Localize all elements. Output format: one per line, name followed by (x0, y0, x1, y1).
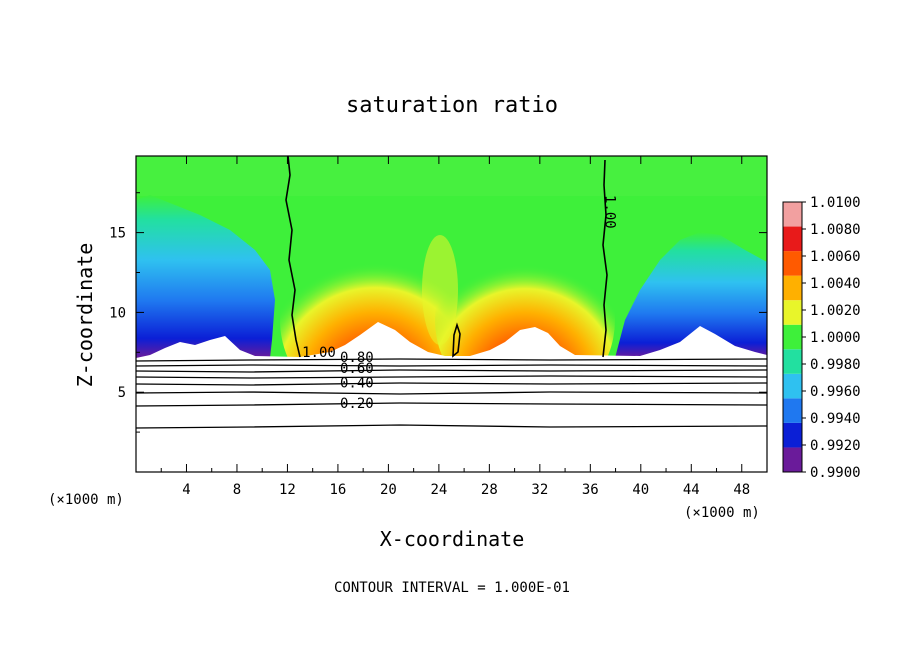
x-tick-label: 44 (683, 482, 700, 498)
colorbar-label: 0.9920 (810, 438, 861, 454)
cool-region-left (136, 195, 275, 358)
colorbar-band (783, 275, 802, 301)
y-tick-label: 15 (109, 226, 126, 242)
y-tick-label: 10 (109, 305, 126, 321)
colorbar-band (783, 226, 802, 252)
y-tick-label: 5 (118, 385, 126, 401)
contour-1.00-right (602, 159, 608, 358)
colorbar-label: 1.0040 (810, 276, 861, 292)
contour-label: 0.40 (340, 375, 374, 391)
colorbar-label: 1.0020 (810, 303, 861, 319)
colorbar-band (783, 251, 802, 276)
colorbar-label: 0.9940 (810, 411, 861, 427)
heatmap-field (136, 156, 767, 472)
x-axis: 4 8 12 16 20 24 28 32 36 40 44 48 (160, 156, 750, 498)
field-upper-band (136, 156, 767, 196)
x-tick-label: 12 (279, 482, 296, 498)
x-tick-label: 40 (632, 482, 649, 498)
colorbar-band (783, 422, 802, 448)
x-unit-left: (×1000 m) (48, 492, 124, 508)
colorbar-band (783, 373, 802, 399)
x-tick-label: 8 (233, 482, 241, 498)
colorbar-label: 0.9900 (810, 465, 861, 481)
x-tick-label: 20 (380, 482, 397, 498)
colorbar-label: 1.0100 (810, 195, 861, 211)
y-axis: 5 10 15 (109, 192, 767, 433)
colorbar-band (783, 202, 802, 227)
cool-region-right (615, 232, 767, 358)
colorbar-band (783, 398, 802, 423)
colorbar-band (783, 300, 802, 325)
contour-label: 1.00 (601, 195, 617, 229)
colorbar-label: 0.9980 (810, 357, 861, 373)
colorbar-label: 1.0000 (810, 330, 861, 346)
warm-plume-center (422, 235, 458, 345)
x-tick-label: 28 (481, 482, 498, 498)
plot-frame (135, 155, 768, 473)
x-tick-label: 4 (182, 482, 190, 498)
x-tick-label: 36 (582, 482, 599, 498)
y-axis-label: Z-coordinate (73, 243, 97, 388)
x-axis-label: X-coordinate (380, 527, 525, 551)
chart-title: saturation ratio (346, 93, 558, 118)
x-tick-label: 24 (430, 482, 447, 498)
contour-interval-note: CONTOUR INTERVAL = 1.000E-01 (334, 580, 570, 596)
colorbar: 0.9900 0.9920 0.9940 0.9960 0.9980 1.0000 1.00… (782, 195, 861, 481)
colorbar-band (783, 349, 802, 374)
colorbar-label: 0.9960 (810, 384, 861, 400)
x-tick-label: 48 (733, 482, 750, 498)
contour-label: 0.60 (340, 361, 374, 377)
contour-labels: 1.001.000.800.600.400.20 (302, 195, 617, 412)
contour-label: 0.20 (340, 396, 374, 412)
colorbar-label: 1.0060 (810, 249, 861, 265)
x-tick-label: 16 (329, 482, 346, 498)
contour-lines-low (136, 358, 767, 429)
colorbar-band (783, 447, 802, 472)
x-unit-right: (×1000 m) (684, 505, 760, 521)
colorbar-label: 1.0080 (810, 222, 861, 238)
contour-label: 1.00 (302, 345, 336, 361)
contour-1.00-left (285, 156, 301, 358)
colorbar-band (783, 324, 802, 350)
x-tick-label: 32 (531, 482, 548, 498)
contour-label: 0.80 (340, 350, 374, 366)
contour-1.00-small (452, 322, 461, 358)
